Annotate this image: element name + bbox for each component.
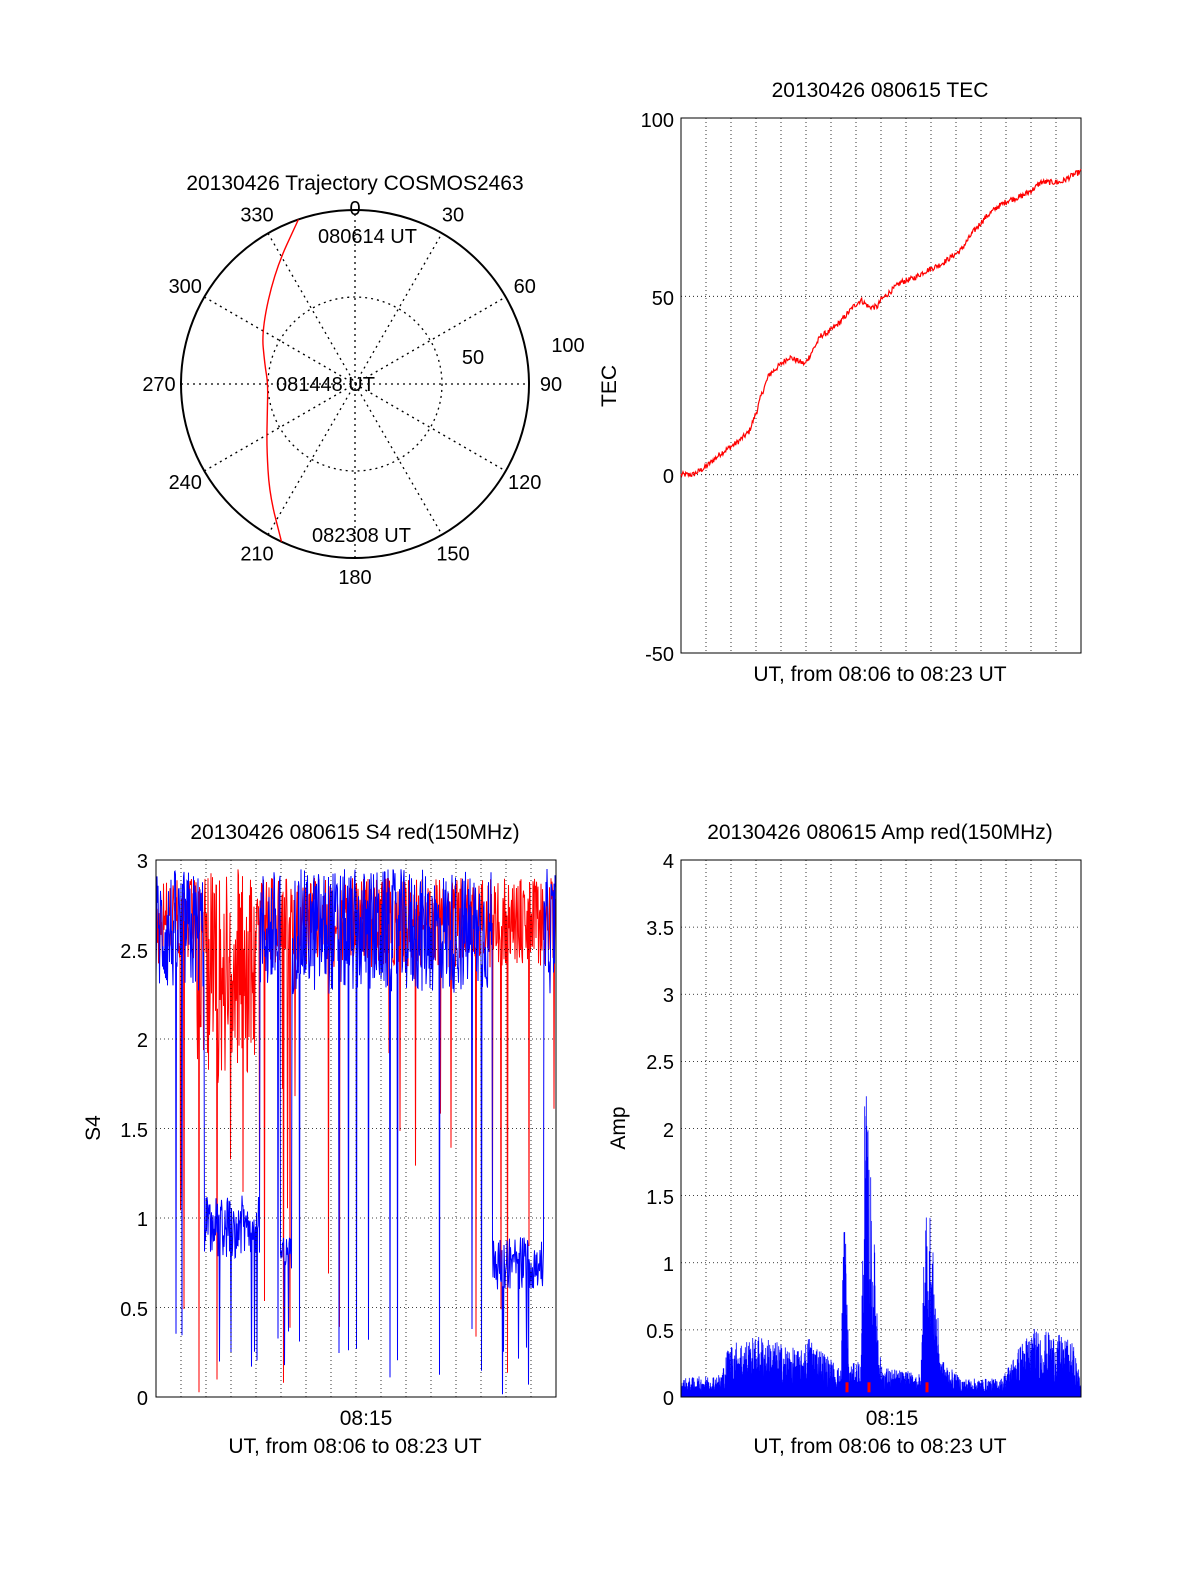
amp-ytick-label: 3 <box>663 985 674 1007</box>
amp-red-series-mark <box>867 1382 871 1393</box>
s4-ytick-label: 2.5 <box>120 941 148 963</box>
polar-angle-label: 330 <box>240 204 273 226</box>
amp-red-series-mark <box>925 1382 929 1393</box>
s4-ytick-label: 0 <box>137 1388 148 1410</box>
trajectory-mid-label: 081448 UT <box>276 374 375 396</box>
s4-red-series-line <box>155 869 557 1393</box>
amp-blue-series-line <box>680 1096 1082 1398</box>
amp-ytick-label: 0 <box>663 1388 674 1410</box>
s4-xtick-label: 08:15 <box>340 1407 393 1430</box>
tec-plot-frame <box>680 117 1082 654</box>
trajectory-track <box>262 219 300 542</box>
polar-angle-label: 60 <box>514 276 536 298</box>
s4-series <box>155 868 557 1395</box>
s4-ytick-label: 1.5 <box>120 1120 148 1142</box>
tec-ytick-label: -50 <box>645 644 674 666</box>
s4-xlabel: UT, from 08:06 to 08:23 UT <box>228 1435 481 1458</box>
amp-red-series-mark <box>845 1382 849 1393</box>
amp-ytick-label: 4 <box>663 851 674 873</box>
s4-ytick-label: 0.5 <box>120 1299 148 1321</box>
polar-grid-ring <box>267 296 443 472</box>
trajectory-start-label: 080614 UT <box>318 226 417 248</box>
amp-ytick-label: 3.5 <box>646 918 674 940</box>
s4-ytick-label: 2 <box>137 1030 148 1052</box>
amp-ytick-label: 1 <box>663 1254 674 1276</box>
amp-xtick-label: 08:15 <box>866 1407 919 1430</box>
polar-grid <box>181 210 529 558</box>
polar-grid-spoke <box>267 232 443 536</box>
amp-series <box>680 1096 1082 1398</box>
s4-grid <box>156 860 556 1397</box>
polar-angle-labels: 0 30 60 90 120 150 180 210 240 270 300 330 <box>142 198 562 589</box>
polar-angle-label: 0 <box>349 198 360 220</box>
polar-outer-ring <box>180 209 530 559</box>
tec-ytick-label: 100 <box>641 110 674 132</box>
polar-chart: 20130426 Trajectory COSMOS2463 0 30 60 90 12… <box>142 172 584 589</box>
polar-angle-label: 180 <box>338 567 371 589</box>
amp-ytick-label: 1.5 <box>646 1187 674 1209</box>
s4-chart: 20130426 080615 S4 red(150MHz) 3 2.5 2 1… <box>82 821 557 1458</box>
amp-ytick-label: 2.5 <box>646 1052 674 1074</box>
tec-series-line <box>680 168 1082 478</box>
polar-title: 20130426 Trajectory COSMOS2463 <box>186 172 523 195</box>
s4-title: 20130426 080615 S4 red(150MHz) <box>190 821 519 844</box>
tec-xlabel: UT, from 08:06 to 08:23 UT <box>753 663 1006 686</box>
amp-ylabel: Amp <box>607 1106 630 1149</box>
polar-angle-label: 300 <box>169 276 202 298</box>
tec-ylabel: TEC <box>598 365 621 407</box>
polar-angle-label: 120 <box>508 472 541 494</box>
amp-chart: 20130426 080615 Amp red(150MHz) 4 3.5 3 … <box>607 821 1082 1458</box>
polar-angle-label: 270 <box>142 374 175 396</box>
polar-angle-label: 150 <box>436 544 469 566</box>
polar-angle-label: 30 <box>442 204 464 226</box>
tec-ytick-label: 50 <box>652 288 674 310</box>
tec-ytick-label: 0 <box>663 466 674 488</box>
s4-ytick-label: 3 <box>137 851 148 873</box>
amp-title: 20130426 080615 Amp red(150MHz) <box>707 821 1053 844</box>
amp-xlabel: UT, from 08:06 to 08:23 UT <box>753 1435 1006 1458</box>
s4-ylabel: S4 <box>82 1115 105 1141</box>
amp-ytick-label: 2 <box>663 1120 674 1142</box>
amp-grid <box>681 860 1081 1397</box>
polar-angle-label: 90 <box>540 374 562 396</box>
amp-ytick-label: 0.5 <box>646 1321 674 1343</box>
polar-angle-label: 210 <box>240 544 273 566</box>
tec-chart: 20130426 080615 TEC 100 50 0 -50 TEC UT,… <box>598 79 1082 686</box>
polar-radius-label-100: 100 <box>551 335 584 357</box>
s4-ytick-label: 1 <box>137 1209 148 1231</box>
amp-plot-frame <box>680 859 1082 1398</box>
polar-angle-label: 240 <box>169 472 202 494</box>
trajectory-end-label: 082308 UT <box>312 525 411 547</box>
s4-blue-series-line <box>155 868 557 1395</box>
polar-radius-label-50: 50 <box>462 347 484 369</box>
tec-title: 20130426 080615 TEC <box>772 79 989 102</box>
s4-plot-frame <box>155 859 557 1398</box>
